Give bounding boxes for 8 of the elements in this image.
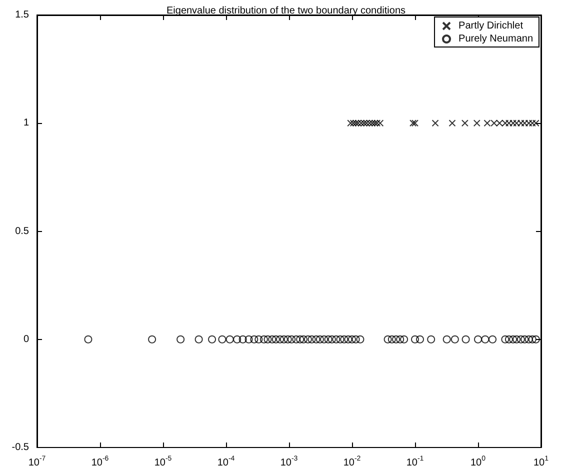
y-tick-label: -0.5 (12, 442, 30, 453)
y-tick-label: 0.5 (15, 226, 30, 237)
y-tick-label: 0 (23, 334, 30, 345)
legend-label: Partly Dirichlet (458, 20, 524, 32)
y-tick-label: 1.5 (15, 10, 30, 20)
legend-label: Purely Neumann (458, 34, 533, 44)
y-tick-label: 1 (23, 118, 30, 129)
chart-title: Eigenvalue distribution of the two boundary conditions (166, 6, 406, 16)
